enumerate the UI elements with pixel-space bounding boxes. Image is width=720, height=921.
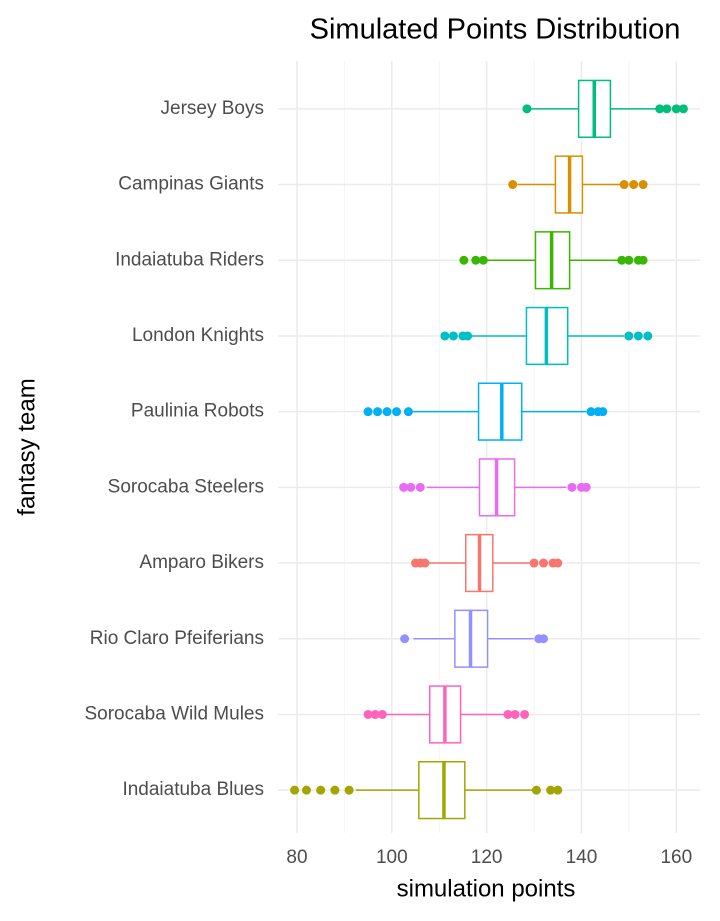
outlier <box>638 180 648 190</box>
outlier <box>546 785 556 795</box>
outlier <box>617 255 627 265</box>
outlier <box>520 709 530 719</box>
outlier <box>510 709 520 719</box>
outlier <box>586 407 596 417</box>
y-tick-label: Paulinia Robots <box>131 401 264 422</box>
outlier <box>370 709 380 719</box>
outlier <box>643 331 653 341</box>
y-tick-label: Campinas Giants <box>118 174 264 195</box>
outlier <box>406 482 416 492</box>
outlier <box>598 407 608 417</box>
y-tick-label: Jersey Boys <box>161 98 264 119</box>
outlier <box>539 558 549 568</box>
outlier <box>392 407 402 417</box>
outlier <box>553 785 563 795</box>
outlier <box>373 407 383 417</box>
x-axis-label: simulation points <box>397 875 576 902</box>
outlier <box>403 407 413 417</box>
outlier <box>448 331 458 341</box>
y-tick-label: Sorocaba Steelers <box>108 476 264 497</box>
box <box>418 761 466 820</box>
outlier <box>531 785 541 795</box>
outlier <box>316 785 326 795</box>
outlier <box>459 255 469 265</box>
outlier <box>415 482 425 492</box>
outlier <box>363 407 373 417</box>
x-tick-label: 100 <box>376 847 408 868</box>
outlier <box>330 785 340 795</box>
outlier <box>655 104 665 114</box>
outlier <box>522 104 532 114</box>
outlier <box>619 180 629 190</box>
outlier <box>290 785 300 795</box>
y-tick-label: Rio Claro Pfeiferians <box>90 628 264 649</box>
y-tick-label: Indaiatuba Riders <box>115 249 264 270</box>
outlier <box>478 255 488 265</box>
outlier <box>503 709 513 719</box>
outlier <box>629 180 639 190</box>
x-tick-label: 120 <box>471 847 503 868</box>
outlier <box>624 255 634 265</box>
outlier <box>624 331 634 341</box>
outlier <box>567 482 577 492</box>
outlier <box>420 558 430 568</box>
y-tick-label: Indaiatuba Blues <box>122 779 264 800</box>
outlier <box>671 104 681 114</box>
outlier <box>382 407 392 417</box>
outlier <box>678 104 688 114</box>
outlier <box>508 180 518 190</box>
outlier <box>633 331 643 341</box>
y-tick-label: Amparo Bikers <box>139 552 264 573</box>
outlier <box>399 482 409 492</box>
x-tick-label: 140 <box>566 847 598 868</box>
outlier <box>539 634 549 644</box>
chart-title: Simulated Points Distribution <box>310 14 681 46</box>
outlier <box>440 331 450 341</box>
outlier <box>662 104 672 114</box>
outlier <box>529 558 539 568</box>
x-tick-label: 80 <box>286 847 307 868</box>
outlier <box>638 255 648 265</box>
outlier <box>581 482 591 492</box>
outlier <box>377 709 387 719</box>
y-tick-label: Sorocaba Wild Mules <box>84 703 264 724</box>
outlier <box>344 785 354 795</box>
outlier <box>363 709 373 719</box>
outlier <box>301 785 311 795</box>
y-tick-label: London Knights <box>132 325 264 346</box>
outlier <box>553 558 563 568</box>
y-axis-label: fantasy team <box>13 378 40 515</box>
outlier <box>471 255 481 265</box>
x-tick-label: 160 <box>660 847 692 868</box>
outlier <box>463 331 473 341</box>
outlier <box>400 634 410 644</box>
